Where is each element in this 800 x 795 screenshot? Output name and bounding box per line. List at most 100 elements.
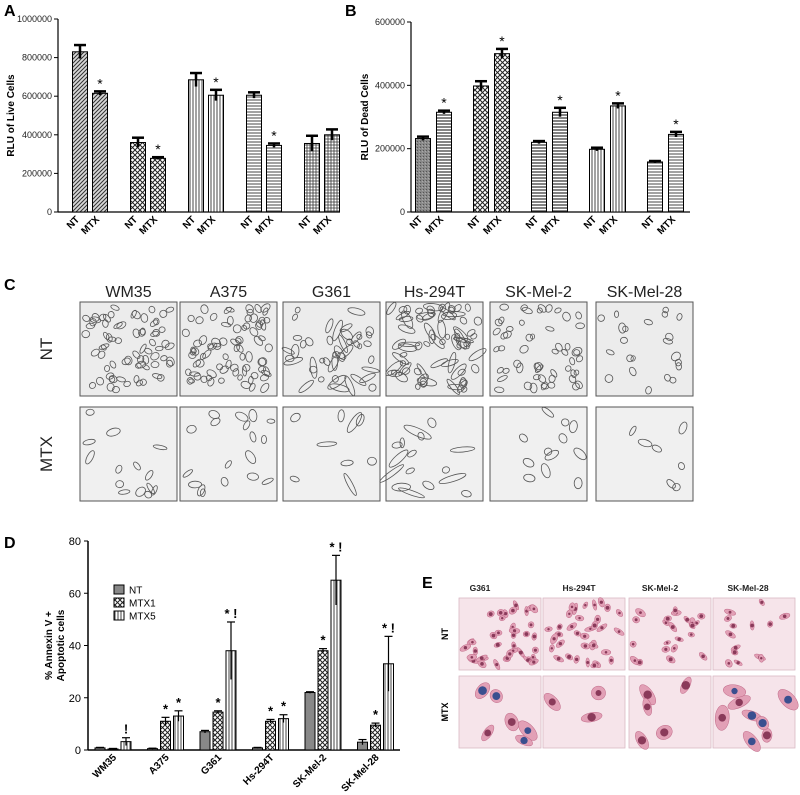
cell-shape (159, 309, 168, 318)
cell-shape (540, 383, 549, 390)
nucleus (583, 644, 588, 648)
nucleus (643, 703, 651, 711)
significance-mark: * (320, 633, 326, 648)
cell-shape (416, 363, 428, 379)
cell-shape (121, 357, 131, 366)
nucleus (557, 632, 561, 637)
cell-shape (85, 408, 95, 416)
bar-mtx1 (370, 724, 381, 751)
cell-shape (550, 369, 558, 378)
cell-shape (193, 339, 203, 348)
micrograph (179, 406, 278, 502)
cell-shape (558, 433, 568, 444)
nucleus (495, 642, 500, 647)
cell-shape (575, 322, 585, 330)
cell-shape (153, 317, 160, 326)
nucleus (677, 637, 681, 641)
stained-image (458, 597, 542, 671)
x-tick-label: G361 (199, 752, 224, 777)
nucleus (586, 660, 590, 665)
nucleus (531, 655, 535, 659)
micrograph (385, 301, 487, 397)
cell-shape (155, 345, 164, 352)
nucleus (471, 640, 474, 644)
legend-swatch (113, 610, 125, 621)
cell-shape (132, 328, 141, 338)
cell-shape (428, 329, 435, 344)
micrograph-frame (489, 301, 588, 397)
legend-label: MTX1 (129, 599, 156, 610)
nucleus (695, 621, 698, 625)
cell-shape (290, 343, 300, 359)
row-label: MTX (440, 703, 450, 722)
cell-shape (232, 324, 242, 334)
cell-shape (309, 356, 318, 379)
cell-shape (387, 369, 403, 378)
cell-shape (494, 318, 503, 327)
cell-shape (447, 351, 457, 374)
bar-mtx1 (212, 711, 224, 751)
cell-shape (193, 372, 202, 381)
cell-shape (597, 314, 605, 322)
cell-shape (403, 424, 432, 440)
cell-shape (110, 304, 120, 311)
cell-shape (388, 449, 409, 468)
nucleus (567, 654, 572, 659)
cell-shape (493, 346, 500, 353)
cell-shape (419, 380, 427, 388)
cell-shape (518, 319, 525, 326)
micrograph-frame (282, 406, 381, 502)
cell-shape (459, 316, 468, 325)
cell-shape (519, 433, 528, 443)
micrograph-frame (179, 406, 278, 502)
cell-shape (353, 340, 360, 348)
cell-shape (468, 348, 487, 362)
bar (610, 105, 626, 213)
cell-shape (189, 371, 201, 377)
bar (494, 53, 510, 213)
cell-shape (416, 312, 434, 320)
cell-shape (298, 379, 314, 393)
y-axis-label: RLU of Dead Cells (360, 73, 371, 160)
cell-shape (405, 467, 415, 475)
micrograph-frame (595, 406, 694, 502)
cell-shape (675, 362, 682, 371)
nucleus (524, 632, 529, 637)
nucleus (718, 713, 727, 722)
cell-shape (423, 341, 431, 347)
y-tick-label: 0 (47, 207, 52, 217)
y-tick-label: 400000 (22, 130, 52, 140)
column-header: SK-Mel-2 (505, 284, 572, 301)
nucleus (699, 614, 704, 619)
nucleus (480, 662, 484, 666)
nucleus (758, 718, 767, 728)
micrograph (489, 301, 588, 397)
nucleus (532, 660, 536, 664)
significance-mark: * (163, 701, 169, 716)
nucleus (592, 663, 597, 668)
cell-shape (461, 490, 472, 498)
y-tick-label: 800000 (22, 53, 52, 63)
cell-shape (294, 306, 301, 314)
cell-shape (676, 313, 683, 321)
bar (92, 92, 108, 213)
nucleus (665, 641, 669, 645)
x-tick-label: MTX (481, 214, 504, 237)
cell-shape (186, 377, 194, 385)
cell-shape (662, 306, 669, 314)
cell-shape (457, 368, 466, 376)
cell-shape (262, 307, 269, 316)
cell-shape (327, 374, 347, 390)
cell-shape (115, 464, 123, 474)
cell-shape (471, 364, 480, 374)
cell-shape (182, 469, 193, 478)
cell-shape (430, 334, 445, 349)
cell-shape (573, 447, 587, 461)
nucleus (617, 630, 621, 633)
bar-mtx1 (317, 650, 329, 751)
legend-swatch (113, 584, 125, 595)
y-tick-label: 400000 (375, 80, 405, 90)
cell-shape (261, 369, 272, 377)
cell-shape (565, 365, 572, 372)
nucleus (595, 690, 602, 696)
